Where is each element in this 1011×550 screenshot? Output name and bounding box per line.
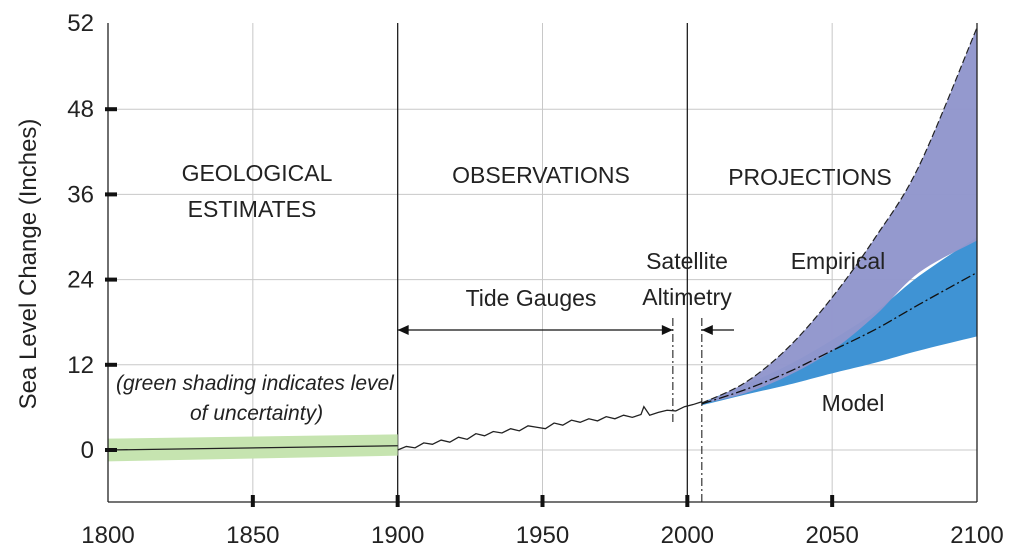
uncertainty-note: of uncertainty) <box>190 402 323 425</box>
y-tick-label: 0 <box>81 437 94 464</box>
tick-labels: 1800 1850 1900 1950 2000 2050 2100 0 12 24 36 48 52 <box>67 10 1003 549</box>
tide-gauges-arrow-right <box>661 325 673 335</box>
x-tick-mark <box>250 495 255 507</box>
y-tick-mark <box>105 448 117 452</box>
model-label: Model <box>822 390 885 416</box>
geological-line <box>108 445 398 451</box>
projection-dashdot-line <box>701 271 977 405</box>
x-tick-label: 2000 <box>661 522 714 549</box>
y-tick-label: 12 <box>67 352 94 379</box>
satellite-label: Altimetry <box>642 284 732 310</box>
observations-line <box>397 401 703 451</box>
x-tick-label: 2100 <box>950 522 1003 549</box>
x-tick-label: 1900 <box>371 522 424 549</box>
era-label: PROJECTIONS <box>728 164 892 190</box>
tide-gauges-label: Tide Gauges <box>466 285 597 311</box>
model-band <box>701 237 977 406</box>
satellite-label: Satellite <box>646 248 728 274</box>
era-label: OBSERVATIONS <box>452 162 630 188</box>
satellite-arrow <box>701 325 713 335</box>
empirical-label: Empirical <box>791 248 886 274</box>
x-tick-mark <box>540 495 545 507</box>
annotations: GEOLOGICAL ESTIMATES OBSERVATIONS PROJECTIO… <box>116 160 892 502</box>
data-lines <box>108 271 977 451</box>
y-tick-mark <box>105 362 117 367</box>
x-tick-mark <box>685 495 690 507</box>
y-tick-label: 24 <box>67 267 94 294</box>
y-tick-mark <box>105 107 117 112</box>
x-tick-label: 2050 <box>805 522 858 549</box>
x-tick-label: 1800 <box>81 522 134 549</box>
y-tick-label: 52 <box>67 10 94 37</box>
y-tick-mark <box>105 277 117 282</box>
x-tick-label: 1950 <box>516 522 569 549</box>
y-tick-label: 48 <box>67 96 94 123</box>
x-tick-mark <box>830 495 835 507</box>
era-label: GEOLOGICAL <box>182 160 333 186</box>
x-tick-label: 1850 <box>226 522 279 549</box>
tide-gauges-arrow-left <box>397 325 409 335</box>
y-axis-label: Sea Level Change (Inches) <box>15 119 42 410</box>
empirical-band <box>701 27 977 404</box>
y-tick-mark <box>105 192 117 197</box>
x-tick-mark <box>395 495 400 507</box>
era-label: ESTIMATES <box>188 196 317 222</box>
y-tick-label: 36 <box>67 181 94 208</box>
uncertainty-note: (green shading indicates level <box>116 372 395 395</box>
empirical-upper-dashed <box>701 27 977 404</box>
